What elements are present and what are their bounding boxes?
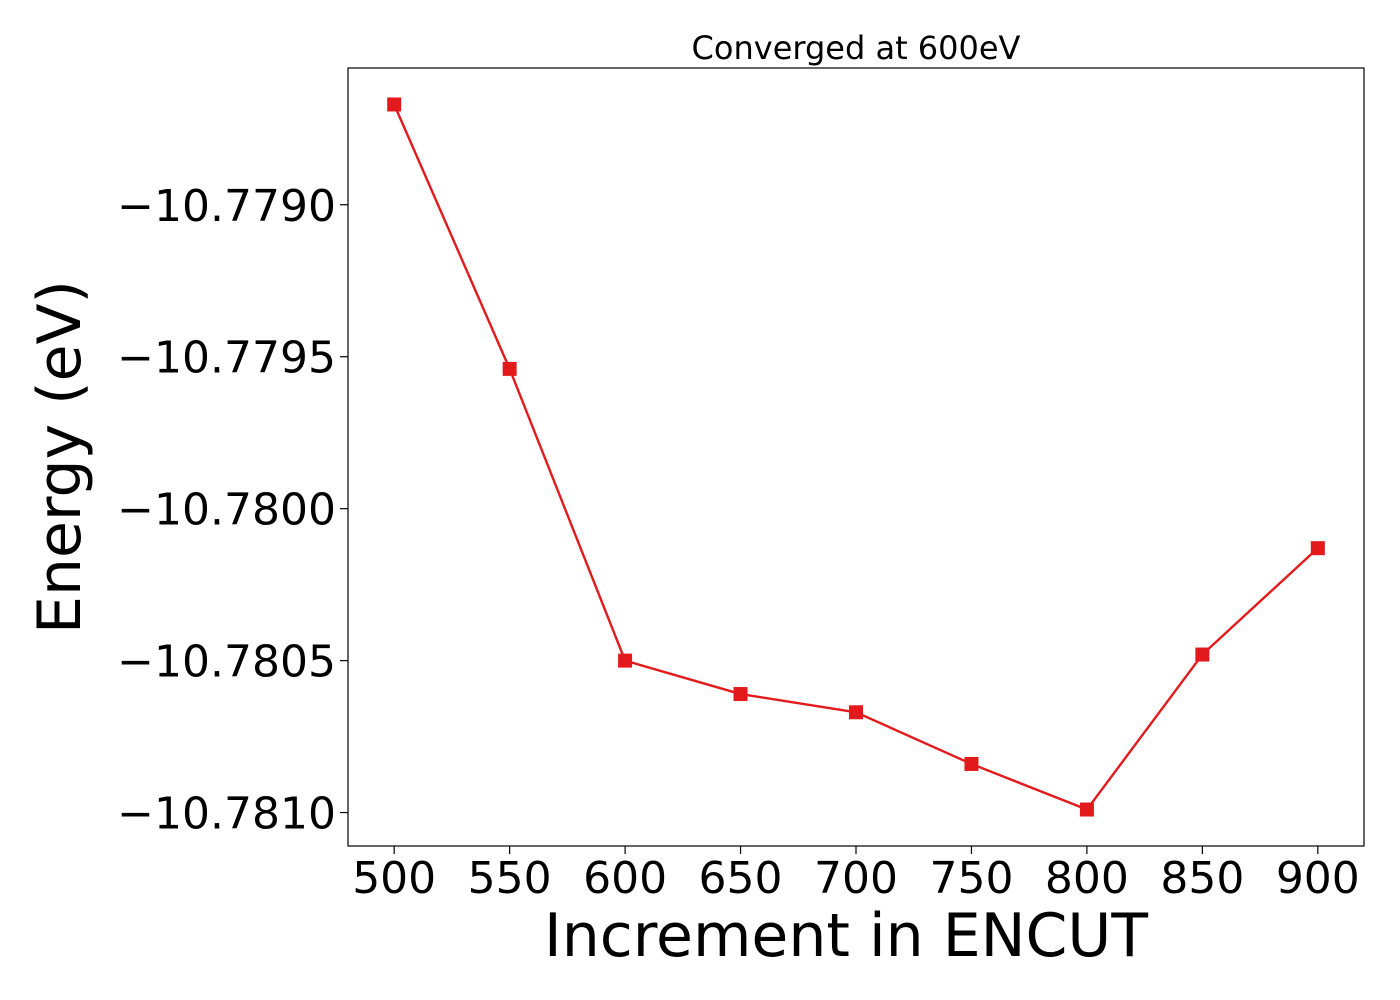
y-tick-label: −10.7790 <box>117 181 336 232</box>
x-tick-label: 800 <box>1045 853 1129 904</box>
x-tick-label: 700 <box>814 853 898 904</box>
x-tick-label: 750 <box>929 853 1013 904</box>
x-tick-label: 500 <box>352 853 436 904</box>
x-axis-ticks: 500 550 600 650 700 750 800 850 900 <box>352 846 1360 904</box>
x-axis-label: Increment in ENCUT <box>544 901 1148 971</box>
data-point <box>1079 802 1094 817</box>
data-point <box>849 705 863 720</box>
y-tick-label: −10.7810 <box>117 789 336 840</box>
y-axis-label: Energy (eV) <box>25 280 95 634</box>
y-tick-label: −10.7795 <box>117 333 336 384</box>
series-layer <box>387 97 1325 817</box>
data-point <box>502 361 517 376</box>
x-tick-label: 650 <box>699 853 783 904</box>
x-tick-label: 900 <box>1276 853 1360 904</box>
y-tick-label: −10.7800 <box>117 485 336 536</box>
data-point <box>387 97 402 112</box>
data-point <box>964 756 979 771</box>
x-tick-label: 600 <box>583 853 667 904</box>
data-point <box>1310 541 1325 556</box>
series-line <box>393 103 1319 811</box>
data-point <box>733 687 748 702</box>
data-point <box>1195 647 1210 662</box>
plot-area-frame <box>347 67 1365 847</box>
x-tick-label: 850 <box>1160 853 1244 904</box>
y-axis-ticks: −10.7790 −10.7795 −10.7800 −10.7805 −10.7810 <box>117 181 348 840</box>
y-tick-label: −10.7805 <box>117 637 336 688</box>
chart-title: Converged at 600eV <box>692 29 1021 67</box>
x-tick-label: 550 <box>468 853 552 904</box>
data-point <box>618 653 633 668</box>
